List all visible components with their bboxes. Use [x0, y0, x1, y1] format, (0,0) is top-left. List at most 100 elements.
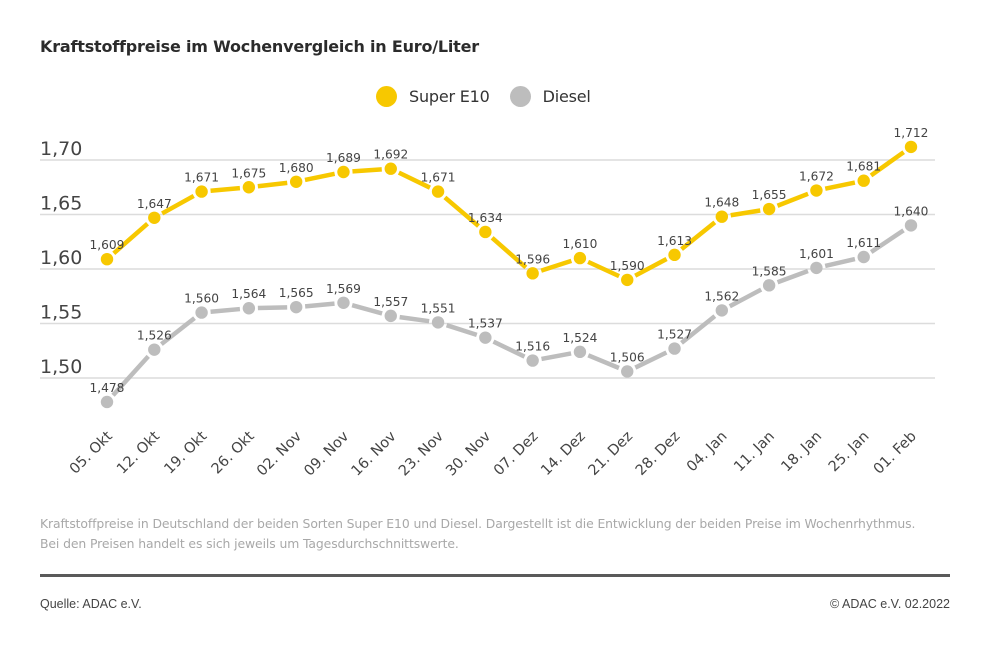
line-segment-super-e10	[210, 185, 241, 194]
line-segment-diesel	[541, 351, 572, 362]
data-label-diesel: 1,640	[894, 204, 929, 218]
y-tick-label: 1,50	[40, 356, 82, 378]
line-segment-super-e10	[634, 257, 668, 278]
data-point-super-e10	[431, 185, 445, 198]
line-segment-diesel	[776, 268, 809, 285]
legend-label-super-e10: Super E10	[409, 87, 490, 106]
data-label-diesel: 1,564	[231, 287, 266, 301]
data-label-super-e10: 1,648	[704, 196, 739, 210]
data-label-diesel: 1,551	[421, 301, 456, 315]
data-point-super-e10	[857, 174, 870, 187]
data-label-super-e10: 1,613	[657, 234, 692, 248]
y-tick-label: 1,60	[40, 247, 82, 269]
copyright-text: © ADAC e.V. 02.2022	[830, 597, 950, 611]
line-segment-diesel	[111, 354, 150, 397]
data-label-super-e10: 1,671	[184, 171, 219, 185]
line-segment-diesel	[824, 256, 856, 269]
data-point-super-e10	[148, 211, 161, 224]
data-point-super-e10	[762, 202, 776, 216]
line-segment-diesel	[680, 314, 717, 345]
data-label-diesel: 1,524	[562, 331, 597, 345]
data-label-diesel: 1,585	[752, 264, 787, 278]
line-segment-diesel	[257, 305, 288, 311]
data-point-super-e10	[195, 185, 208, 198]
x-tick-label: 28. Dez	[633, 429, 683, 479]
data-point-diesel	[431, 316, 445, 329]
legend-marker-super-e10	[376, 86, 397, 107]
data-point-diesel	[573, 345, 587, 359]
line-segment-super-e10	[352, 167, 382, 174]
line-segment-super-e10	[112, 222, 150, 255]
line-segment-super-e10	[540, 258, 573, 273]
data-label-diesel: 1,516	[515, 340, 550, 354]
data-point-super-e10	[526, 267, 539, 280]
data-point-super-e10	[479, 225, 492, 239]
y-tick-label: 1,70	[40, 138, 82, 160]
x-tick-label: 02. Nov	[254, 428, 305, 479]
data-label-diesel: 1,557	[373, 295, 408, 309]
x-tick-label: 11. Jan	[731, 429, 778, 476]
data-point-super-e10	[715, 210, 729, 223]
x-tick-label: 09. Nov	[301, 428, 352, 479]
data-point-diesel	[100, 395, 114, 409]
line-segment-super-e10	[304, 171, 336, 183]
source-text: Quelle: ADAC e.V.	[40, 597, 142, 611]
y-tick-label: 1,65	[40, 193, 82, 215]
line-segment-diesel	[728, 287, 763, 309]
series-group	[100, 140, 918, 409]
x-tick-label: 16. Nov	[349, 428, 400, 479]
data-label-diesel: 1,565	[279, 286, 314, 300]
x-tick-label: 21. Dez	[586, 429, 636, 479]
data-point-diesel	[762, 279, 776, 292]
data-point-diesel	[904, 219, 918, 232]
chart-title: Kraftstoffpreise im Wochenvergleich in E…	[40, 37, 479, 56]
x-tick-label: 07. Dez	[491, 429, 541, 479]
footer-divider	[40, 574, 950, 577]
data-point-diesel	[479, 331, 492, 344]
chart-description: Kraftstoffpreise in Deutschland der beid…	[40, 516, 916, 551]
data-point-diesel	[668, 342, 681, 355]
data-label-super-e10: 1,655	[752, 188, 787, 202]
data-label-super-e10: 1,680	[279, 161, 314, 175]
line-segment-super-e10	[490, 236, 528, 270]
x-tick-label: 30. Nov	[443, 428, 494, 479]
data-label-super-e10: 1,596	[515, 252, 550, 266]
series-super-e10	[100, 140, 918, 287]
data-point-diesel	[337, 296, 350, 309]
data-label-diesel: 1,537	[468, 317, 503, 331]
series-diesel	[100, 219, 918, 409]
data-point-diesel	[384, 309, 397, 323]
data-label-super-e10: 1,689	[326, 151, 361, 165]
data-label-super-e10: 1,610	[562, 237, 597, 251]
line-segment-diesel	[869, 228, 905, 254]
data-point-diesel	[715, 304, 729, 317]
data-point-diesel	[242, 302, 256, 315]
data-label-diesel: 1,569	[326, 282, 361, 296]
data-point-super-e10	[100, 252, 114, 266]
data-label-super-e10: 1,590	[610, 259, 645, 273]
line-segment-diesel	[492, 339, 526, 359]
data-point-diesel	[810, 261, 823, 275]
data-label-diesel: 1,526	[137, 329, 172, 343]
data-label-diesel: 1,560	[184, 292, 219, 306]
x-tick-label: 23. Nov	[396, 428, 447, 479]
line-segment-super-e10	[776, 191, 809, 208]
line-segment-diesel	[159, 316, 196, 346]
x-tick-label: 18. Jan	[779, 429, 826, 476]
y-tick-label: 1,55	[40, 302, 82, 324]
line-segment-diesel	[304, 301, 335, 309]
data-label-diesel: 1,601	[799, 247, 834, 261]
line-segment-super-e10	[730, 208, 761, 218]
line-segment-super-e10	[587, 259, 621, 279]
x-tick-label: 05. Okt	[67, 428, 116, 477]
data-label-super-e10: 1,675	[231, 166, 266, 180]
x-tick-label: 01. Feb	[871, 429, 920, 478]
data-point-super-e10	[810, 184, 823, 197]
x-tick-label: 26. Okt	[209, 428, 258, 477]
x-tick-label: 04. Jan	[684, 429, 731, 476]
line-segment-super-e10	[443, 195, 480, 228]
line-segment-super-e10	[257, 180, 288, 189]
data-point-super-e10	[242, 181, 256, 194]
data-label-super-e10: 1,671	[421, 171, 456, 185]
y-axis-ticks: 1,50 1,55 1,60 1,65 1,70	[40, 138, 82, 378]
